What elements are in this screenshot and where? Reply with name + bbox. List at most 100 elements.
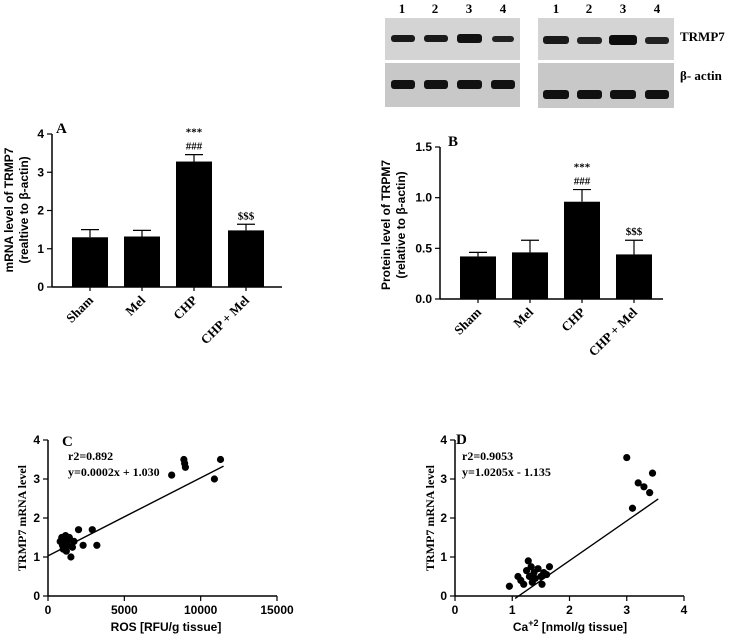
y-tick-label: 4 bbox=[33, 433, 40, 447]
y-tick-label: 0.5 bbox=[415, 241, 432, 255]
gel-band bbox=[577, 37, 602, 44]
x-tick-label: Sham bbox=[63, 292, 96, 325]
y-tick-label: 1 bbox=[440, 550, 447, 564]
bar bbox=[460, 256, 496, 299]
bar bbox=[124, 236, 160, 287]
gel-band bbox=[543, 90, 569, 99]
y-tick-label: 1 bbox=[37, 242, 44, 256]
significance-annotation: *** bbox=[574, 162, 591, 174]
gel-band bbox=[609, 35, 637, 45]
y-tick-label: 0 bbox=[33, 589, 40, 603]
bar bbox=[228, 230, 264, 287]
significance-annotation: ### bbox=[186, 141, 203, 153]
x-axis-label-c: ROS [RFU/g tissue] bbox=[111, 620, 222, 634]
y-axis-label-a-line1: mRNA level of TRMP7 bbox=[2, 147, 16, 272]
y-axis-label-c: TRMP7 mRNA level bbox=[15, 464, 29, 571]
y-axis-label-b-line1: Protein level of TRPM7 bbox=[379, 160, 393, 290]
bar bbox=[512, 252, 548, 299]
data-point bbox=[538, 580, 546, 588]
panel-c: C r2=0.892 y=0.0002x + 1.030 TRMP7 mRNA … bbox=[15, 433, 294, 634]
bar bbox=[176, 161, 212, 287]
y-tick-label: 0 bbox=[37, 280, 44, 294]
bar bbox=[72, 237, 108, 287]
x-tick-label: 3 bbox=[623, 603, 630, 617]
data-point bbox=[79, 541, 87, 549]
panel-d: D r2=0.9053 y=1.0205x - 1.135 TRMP7 mRNA… bbox=[423, 432, 688, 634]
data-point bbox=[505, 582, 513, 590]
y-axis-label-b-line2: (relative to β-actin) bbox=[394, 171, 408, 278]
gel-band bbox=[391, 80, 415, 89]
data-point bbox=[68, 543, 77, 551]
stats-r2-c: r2=0.892 bbox=[68, 449, 113, 463]
x-tick-label: 15000 bbox=[260, 603, 294, 617]
data-point bbox=[628, 504, 637, 512]
data-point bbox=[181, 463, 189, 471]
data-point bbox=[210, 475, 219, 483]
x-tick-label: Mel bbox=[510, 304, 536, 330]
gel-band bbox=[424, 35, 448, 42]
significance-annotation: $$$ bbox=[626, 226, 643, 238]
significance-annotation: *** bbox=[186, 127, 203, 139]
data-point bbox=[646, 489, 654, 497]
y-tick-label: 0 bbox=[440, 589, 447, 603]
significance-annotation: $$$ bbox=[238, 210, 255, 222]
y-tick-label: 1.5 bbox=[415, 140, 432, 154]
lane-label-right-3: 3 bbox=[620, 1, 627, 16]
x-tick-label: 1 bbox=[509, 603, 516, 617]
data-point bbox=[88, 526, 96, 534]
lane-label-left-3: 3 bbox=[466, 1, 473, 16]
panel-label-b: B bbox=[448, 134, 458, 150]
x-axis-label-d-rest: [nmol/g tissue] bbox=[538, 620, 627, 634]
x-tick-label: 0 bbox=[452, 603, 459, 617]
gel-band bbox=[645, 90, 669, 99]
x-tick-label: Mel bbox=[122, 292, 148, 318]
bar bbox=[564, 201, 600, 299]
x-tick-label: 4 bbox=[681, 603, 688, 617]
gel-band bbox=[577, 90, 602, 99]
data-point bbox=[216, 455, 225, 464]
x-tick-label: Sham bbox=[451, 304, 484, 337]
gel-band bbox=[645, 37, 669, 44]
regression-line bbox=[514, 498, 659, 600]
data-point bbox=[168, 471, 176, 479]
x-tick-label: CHP + Mel bbox=[197, 292, 252, 347]
gel-band bbox=[424, 80, 448, 89]
data-point bbox=[534, 565, 542, 573]
gel-band bbox=[457, 34, 482, 43]
y-tick-label: 3 bbox=[37, 165, 44, 179]
panel-label-d: D bbox=[456, 432, 467, 448]
lane-label-right-1: 1 bbox=[553, 1, 560, 16]
y-tick-label: 3 bbox=[440, 472, 447, 486]
data-point bbox=[543, 570, 551, 579]
y-tick-label: 1 bbox=[33, 550, 40, 564]
gel-band bbox=[457, 80, 482, 89]
y-tick-label: 3 bbox=[33, 472, 40, 486]
data-point bbox=[67, 553, 75, 561]
bar bbox=[616, 254, 652, 299]
gel-band bbox=[543, 36, 569, 44]
panel-label-c: C bbox=[62, 434, 73, 450]
x-tick-label: 5000 bbox=[111, 603, 138, 617]
x-tick-label: CHP bbox=[170, 292, 200, 322]
data-point bbox=[545, 563, 554, 571]
x-axis-label-d: Ca+2 [nmol/g tissue] bbox=[513, 618, 627, 634]
panel-b: B Protein level of TRPM7 (relative to β-… bbox=[379, 134, 663, 359]
y-axis-label-a-line2: (realtive to β-actin) bbox=[17, 156, 31, 263]
panel-label-a: A bbox=[56, 121, 67, 137]
data-point bbox=[74, 526, 83, 534]
gel-band bbox=[391, 35, 415, 42]
data-point bbox=[93, 541, 101, 549]
data-point bbox=[648, 469, 657, 477]
y-tick-label: 2 bbox=[33, 511, 40, 525]
x-axis-label-d-superscript: +2 bbox=[528, 618, 538, 628]
x-axis-label-d-base: Ca bbox=[513, 620, 529, 634]
data-point bbox=[531, 574, 539, 583]
data-point bbox=[527, 563, 535, 571]
x-tick-label: CHP + Mel bbox=[585, 304, 640, 359]
data-point bbox=[520, 580, 528, 588]
data-point bbox=[524, 557, 532, 565]
stats-equation-d: y=1.0205x - 1.135 bbox=[462, 465, 551, 479]
x-tick-label: 0 bbox=[45, 603, 52, 617]
y-tick-label: 0.0 bbox=[415, 292, 432, 306]
